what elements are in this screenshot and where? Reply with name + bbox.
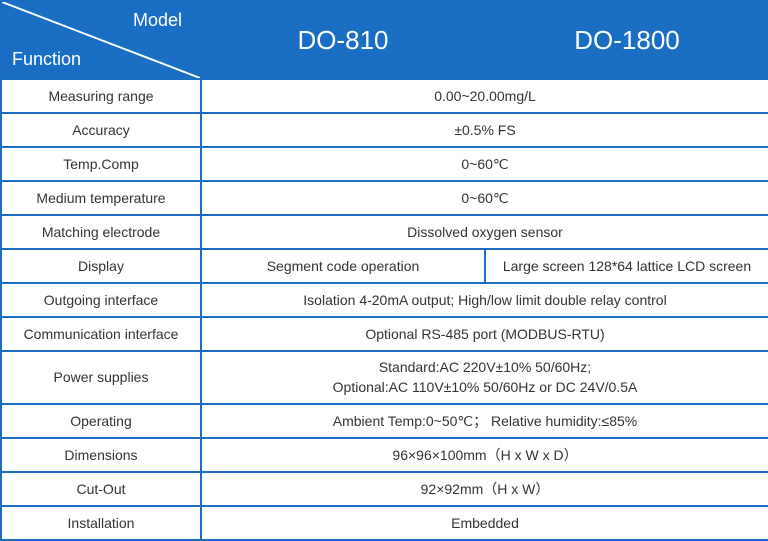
header-corner-model: Model	[133, 10, 182, 31]
row-label: Cut-Out	[1, 472, 201, 506]
spec-tbody: Measuring range0.00~20.00mg/LAccuracy±0.…	[1, 79, 768, 540]
row-label: Measuring range	[1, 79, 201, 113]
table-row: InstallationEmbedded	[1, 506, 768, 540]
table-row: Power suppliesStandard:AC 220V±10% 50/60…	[1, 351, 768, 404]
row-label: Display	[1, 249, 201, 283]
row-label: Power supplies	[1, 351, 201, 404]
row-label: Outgoing interface	[1, 283, 201, 317]
table-row: Medium temperature0~60℃	[1, 181, 768, 215]
table-row: OperatingAmbient Temp:0~50℃； Relative hu…	[1, 404, 768, 438]
table-row: Outgoing interfaceIsolation 4-20mA outpu…	[1, 283, 768, 317]
row-value: ±0.5% FS	[201, 113, 768, 147]
header-corner-function: Function	[12, 49, 81, 70]
row-value: 96×96×100mm（H x W x D）	[201, 438, 768, 472]
table-row: Accuracy±0.5% FS	[1, 113, 768, 147]
table-row: Matching electrodeDissolved oxygen senso…	[1, 215, 768, 249]
header-model2: DO-1800	[485, 1, 768, 79]
row-value: 92×92mm（H x W）	[201, 472, 768, 506]
row-value: Standard:AC 220V±10% 50/60Hz;Optional:AC…	[201, 351, 768, 404]
row-label: Communication interface	[1, 317, 201, 351]
row-label: Matching electrode	[1, 215, 201, 249]
row-value: Optional RS-485 port (MODBUS-RTU)	[201, 317, 768, 351]
row-value: 0~60℃	[201, 147, 768, 181]
model2-name: DO-1800	[574, 25, 680, 55]
spec-table: Model Function DO-810 DO-1800 Measuring …	[0, 0, 768, 541]
row-value: Embedded	[201, 506, 768, 540]
table-row: DisplaySegment code operationLarge scree…	[1, 249, 768, 283]
table-row: Dimensions96×96×100mm（H x W x D）	[1, 438, 768, 472]
row-label: Installation	[1, 506, 201, 540]
row-label: Medium temperature	[1, 181, 201, 215]
row-value: Isolation 4-20mA output; High/low limit …	[201, 283, 768, 317]
row-label: Temp.Comp	[1, 147, 201, 181]
row-value: 0.00~20.00mg/L	[201, 79, 768, 113]
row-value-model1: Segment code operation	[201, 249, 485, 283]
row-value-model2: Large screen 128*64 lattice LCD screen	[485, 249, 768, 283]
table-row: Cut-Out92×92mm（H x W）	[1, 472, 768, 506]
row-value: Dissolved oxygen sensor	[201, 215, 768, 249]
row-label: Operating	[1, 404, 201, 438]
header-row: Model Function DO-810 DO-1800	[1, 1, 768, 79]
row-label: Accuracy	[1, 113, 201, 147]
row-value: 0~60℃	[201, 181, 768, 215]
header-model1: DO-810	[201, 1, 485, 79]
table-row: Temp.Comp0~60℃	[1, 147, 768, 181]
model1-name: DO-810	[297, 25, 388, 55]
table-row: Measuring range0.00~20.00mg/L	[1, 79, 768, 113]
row-label: Dimensions	[1, 438, 201, 472]
table-row: Communication interfaceOptional RS-485 p…	[1, 317, 768, 351]
header-corner-cell: Model Function	[1, 1, 201, 79]
row-value: Ambient Temp:0~50℃； Relative humidity:≤8…	[201, 404, 768, 438]
